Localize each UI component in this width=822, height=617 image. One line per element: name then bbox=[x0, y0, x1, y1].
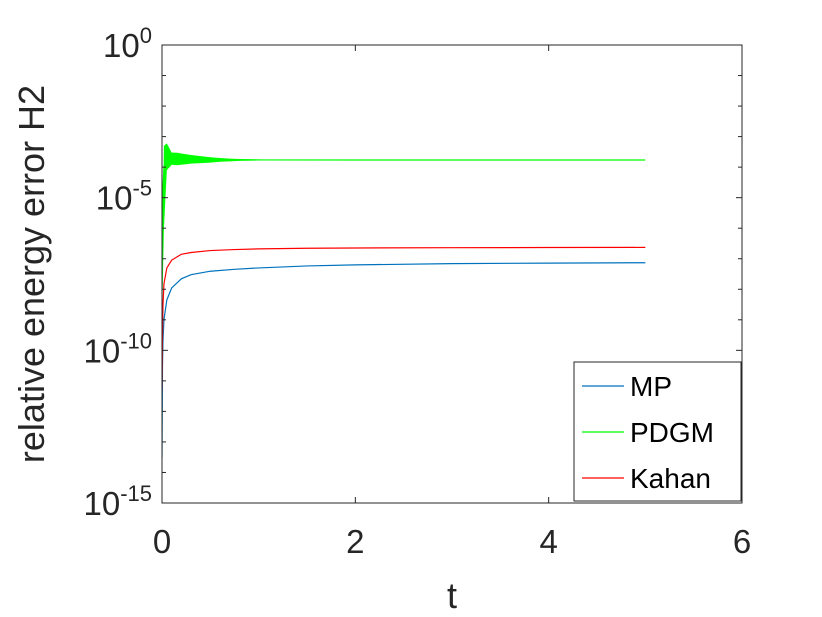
y-tick-base: 10 bbox=[83, 332, 120, 369]
x-tick-label: 0 bbox=[153, 523, 171, 560]
legend-label: PDGM bbox=[630, 417, 714, 448]
x-tick-label: 6 bbox=[733, 523, 751, 560]
y-tick-base: 10 bbox=[83, 485, 120, 522]
x-axis-label: t bbox=[447, 575, 457, 616]
legend-label: Kahan bbox=[630, 463, 711, 494]
y-tick-label: 10-15 bbox=[83, 481, 152, 522]
y-tick-label: 10-5 bbox=[96, 176, 152, 217]
legend-item-mp: MP bbox=[582, 371, 672, 402]
series-layer bbox=[162, 143, 646, 458]
y-tick-exponent: -15 bbox=[120, 481, 152, 506]
series-pdgm bbox=[162, 143, 646, 320]
plot-frame bbox=[161, 44, 743, 504]
series-pdgm-oscillation bbox=[162, 143, 278, 320]
y-tick-label: 10-10 bbox=[83, 328, 152, 369]
y-tick-exponent: -10 bbox=[120, 328, 152, 353]
y-axis-label: relative energy error H2 bbox=[11, 85, 52, 463]
y-tick-label: 100 bbox=[103, 23, 152, 64]
legend-item-pdgm: PDGM bbox=[582, 417, 714, 448]
series-kahan-line bbox=[162, 246, 646, 391]
series-kahan bbox=[162, 246, 646, 391]
legend-item-kahan: Kahan bbox=[582, 463, 711, 494]
series-mp-line bbox=[162, 262, 646, 458]
y-tick-exponent: 0 bbox=[140, 23, 152, 48]
legend: MP PDGM Kahan bbox=[573, 361, 742, 502]
x-tick-label: 2 bbox=[346, 523, 364, 560]
y-tick-exponent: -5 bbox=[132, 176, 152, 201]
x-tick-label: 4 bbox=[539, 523, 557, 560]
series-mp bbox=[162, 262, 646, 458]
legend-label: MP bbox=[630, 371, 672, 402]
tick-layer bbox=[161, 44, 743, 504]
y-tick-base: 10 bbox=[96, 180, 133, 217]
y-tick-base: 10 bbox=[103, 27, 140, 64]
x-tick-labels: 0 2 4 6 bbox=[153, 523, 751, 560]
series-pdgm-line bbox=[162, 151, 646, 290]
